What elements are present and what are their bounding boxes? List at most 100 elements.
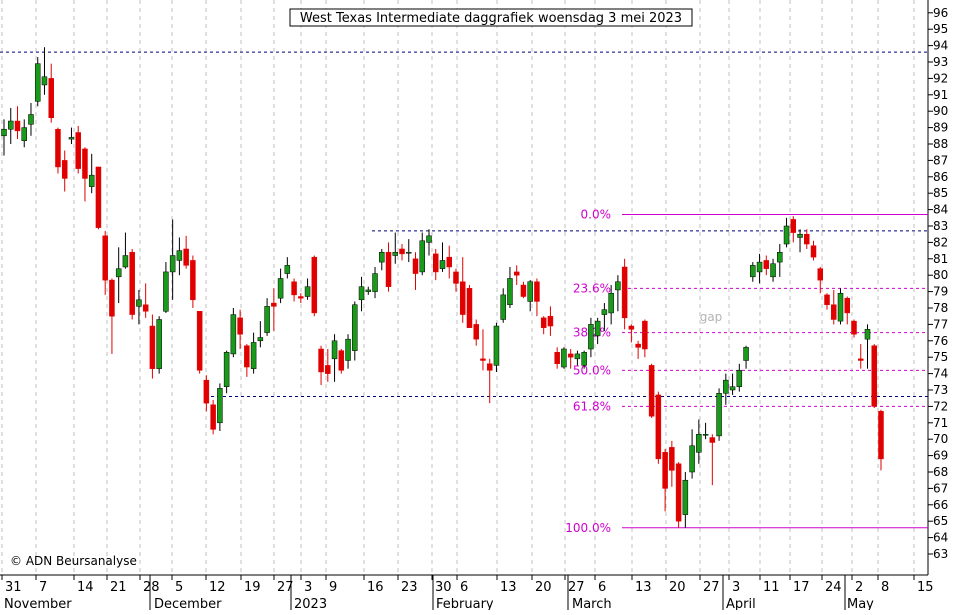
candle-body: [459, 281, 466, 315]
candle: [257, 321, 264, 348]
candle-body: [318, 348, 324, 373]
candle: [190, 255, 196, 308]
candle: [163, 262, 169, 313]
x-day-label: 2: [855, 580, 863, 595]
y-tick-label: 75: [933, 350, 948, 364]
candle-body: [385, 251, 392, 287]
candle-body: [466, 288, 473, 328]
candle-body: [743, 347, 749, 361]
candle-body: [338, 350, 345, 371]
candle: [210, 399, 216, 435]
candle-body: [567, 353, 574, 358]
candle-body: [857, 358, 864, 361]
candle: [136, 289, 142, 325]
candle-body: [783, 225, 790, 245]
x-day-label: 19: [244, 580, 261, 595]
candle: [689, 429, 695, 479]
candle: [770, 258, 776, 282]
y-tick-label: 90: [933, 104, 948, 118]
candle: [34, 57, 41, 107]
x-day-label: 13: [500, 580, 517, 595]
candle: [864, 324, 871, 369]
y-tick-label: 92: [933, 71, 948, 85]
x-day-label: 13: [635, 580, 652, 595]
y-tick-label: 78: [933, 301, 948, 315]
candle-body: [520, 284, 527, 297]
candle-body: [878, 411, 884, 460]
candle-body: [642, 320, 648, 350]
candle: [554, 347, 560, 369]
candle-body: [7, 120, 14, 130]
candle-body: [365, 289, 372, 292]
candle: [857, 344, 864, 369]
y-tick-label: 69: [933, 449, 948, 463]
candle-body: [392, 251, 399, 256]
candle: [635, 340, 641, 359]
candle: [500, 288, 506, 323]
candle: [709, 434, 716, 486]
candle-body: [702, 434, 709, 436]
candle: [729, 373, 736, 395]
candle: [426, 229, 432, 256]
candle-body: [325, 365, 331, 374]
candle: [790, 216, 797, 243]
candle-body: [190, 260, 196, 301]
y-tick-label: 83: [933, 219, 948, 233]
candle-body: [554, 352, 560, 365]
candle: [628, 324, 635, 343]
candle-body: [790, 219, 797, 233]
candle-body: [14, 120, 21, 132]
x-day-label: 15: [917, 580, 934, 595]
x-day-label: 27: [703, 580, 720, 595]
candle: [142, 283, 149, 318]
candle: [871, 344, 877, 409]
fib-level-label: 100.0%: [565, 521, 611, 535]
candle: [122, 232, 129, 269]
x-day-label: 12: [209, 580, 226, 595]
candle-body: [513, 271, 520, 276]
candle: [352, 301, 358, 361]
candle-body: [196, 311, 203, 371]
candle-body: [770, 263, 776, 278]
candle-body: [28, 114, 34, 125]
candle-body: [399, 248, 405, 255]
x-month-label: February: [436, 597, 494, 610]
candle: [149, 314, 156, 379]
x-day-label: 3: [732, 580, 740, 595]
candle-body: [750, 265, 756, 278]
candle-body: [406, 251, 412, 254]
gap-label: gap: [700, 310, 723, 324]
y-tick-label: 82: [933, 235, 948, 249]
x-day-label: 28: [143, 580, 160, 595]
x-day-label: 14: [77, 580, 94, 595]
candle-body: [169, 255, 176, 273]
support-resistance-levels: [0, 51, 928, 398]
candle-body: [129, 251, 135, 315]
candle-body: [763, 260, 770, 269]
candle-body: [21, 127, 27, 141]
candle-body: [675, 463, 682, 522]
candle: [75, 125, 81, 174]
candle-body: [183, 248, 189, 266]
candle: [513, 265, 520, 286]
candle: [109, 278, 115, 354]
candle: [743, 345, 749, 369]
candle-body: [109, 279, 115, 317]
candle-body: [621, 266, 628, 319]
x-day-label: 21: [110, 580, 127, 595]
x-day-label: 16: [367, 580, 384, 595]
candle: [102, 230, 108, 295]
y-tick-label: 66: [933, 498, 948, 512]
candle-body: [777, 251, 783, 263]
fib-level-label: 50.0%: [573, 363, 611, 377]
candle-body: [298, 296, 304, 299]
copyright-label: © ADN Beursanalyse: [10, 554, 137, 568]
y-tick-label: 80: [933, 268, 948, 282]
candle: [325, 349, 331, 382]
candle: [14, 106, 21, 140]
candle-body: [635, 343, 641, 348]
candle: [520, 281, 527, 299]
fib-level-label: 61.8%: [573, 399, 611, 413]
candle: [203, 375, 210, 412]
